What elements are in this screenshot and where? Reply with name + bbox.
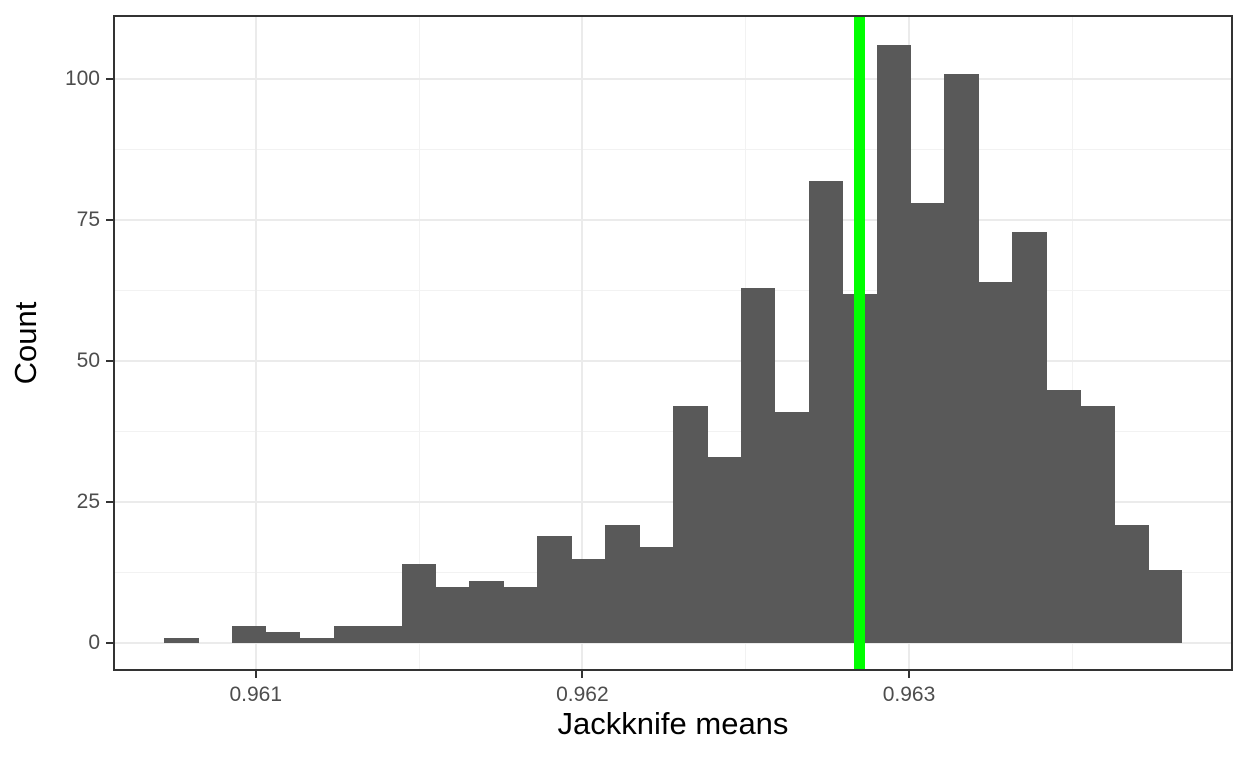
histogram-bar: [673, 406, 708, 644]
histogram-bar: [163, 637, 199, 644]
histogram-bar: [333, 626, 369, 644]
histogram-bar: [265, 632, 301, 644]
histogram-bar: [1114, 524, 1149, 644]
x-tick-mark: [581, 671, 584, 678]
histogram-bar: [706, 457, 742, 644]
y-tick-label: 75: [76, 208, 100, 232]
y-tick-label: 25: [76, 490, 100, 514]
y-tick-label: 0: [88, 631, 100, 655]
histogram-bar: [469, 581, 504, 644]
histogram-bar: [774, 412, 810, 644]
histogram-bar: [740, 288, 776, 644]
histogram-bar: [435, 586, 471, 644]
mean-vline: [854, 15, 866, 671]
y-tick-mark: [106, 642, 113, 645]
x-tick-label: 0.961: [229, 683, 283, 706]
y-tick-label: 50: [76, 349, 100, 373]
histogram-bar: [503, 586, 538, 644]
y-tick-mark: [106, 501, 113, 504]
histogram-bar: [944, 73, 980, 644]
x-gridline-major: [254, 15, 257, 671]
histogram-bar: [231, 626, 267, 644]
x-tick-mark: [254, 671, 257, 678]
histogram-bar: [1080, 406, 1115, 644]
histogram-bar: [401, 564, 437, 644]
histogram-bar: [605, 524, 640, 644]
y-tick-mark: [106, 219, 113, 222]
x-gridline-minor: [1071, 15, 1073, 671]
plot-panel: [113, 15, 1233, 671]
histogram-bar: [1148, 570, 1183, 644]
x-tick-label: 0.962: [556, 683, 609, 706]
x-gridline-minor: [418, 15, 420, 671]
x-gridline-major: [581, 15, 584, 671]
y-axis-title: Count: [8, 301, 43, 385]
x-tick-mark: [907, 671, 910, 678]
x-axis-title: Jackknife means: [557, 706, 789, 741]
y-gridline-major: [113, 360, 1233, 363]
x-tick-label: 0.963: [882, 683, 936, 706]
y-gridline-major: [113, 78, 1233, 81]
histogram-bar: [1012, 231, 1047, 644]
histogram-bar: [876, 45, 912, 644]
y-gridline-major: [113, 642, 1233, 645]
y-tick-mark: [106, 360, 113, 363]
histogram-bar: [808, 180, 844, 644]
histogram-bar: [571, 558, 606, 644]
histogram-bar: [1046, 389, 1081, 644]
histogram-bar: [978, 282, 1014, 644]
histogram-bar: [537, 536, 572, 644]
y-gridline-minor: [113, 290, 1233, 292]
y-gridline-minor: [113, 149, 1233, 151]
histogram-bar: [299, 637, 335, 644]
histogram-bar: [639, 547, 674, 644]
y-gridline-major: [113, 219, 1233, 222]
y-tick-label: 100: [64, 67, 100, 91]
histogram-bar: [367, 626, 403, 644]
histogram-bar: [910, 203, 946, 644]
y-tick-mark: [106, 78, 113, 81]
